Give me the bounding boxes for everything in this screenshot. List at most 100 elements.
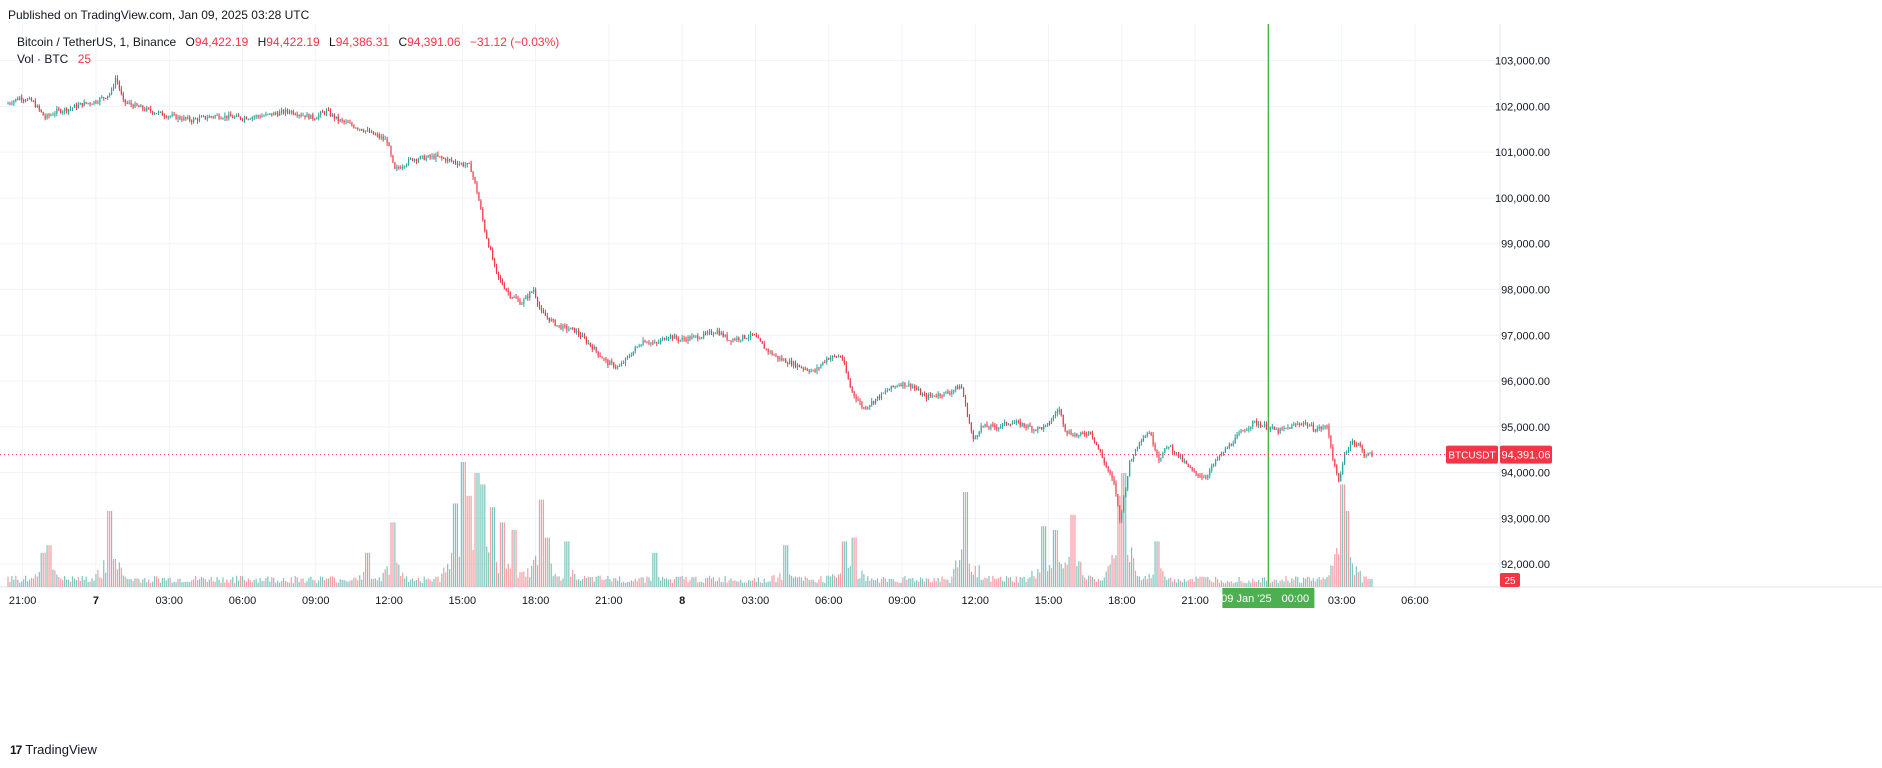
volume-bar [1371,578,1373,587]
candle-body [427,155,429,158]
volume-bar [50,545,52,587]
candle-body [208,116,210,118]
volume-bar [978,565,980,587]
volume-bar [427,578,429,587]
candle-body [212,116,214,118]
volume-bar [591,576,593,587]
candle-body [1246,429,1248,432]
volume-bar [372,578,375,587]
candle-body [347,121,349,123]
volume-bar [1066,564,1068,587]
candle-body [660,339,662,343]
volume-bar [720,581,722,587]
candle-body [511,297,513,299]
volume-bar [52,569,54,587]
volume-bar [876,578,879,587]
volume-bar [619,576,621,587]
volume-bar [333,577,335,587]
volume-bar [908,578,910,587]
candle-body [359,128,361,130]
volume-bar [1111,554,1113,587]
candle-body [1197,473,1199,476]
volume-bar [648,577,650,587]
candle-body [1185,461,1187,464]
candle-body [384,138,386,140]
volume-bar [177,578,179,587]
volume-bar [812,579,814,587]
volume-bar [161,578,163,587]
candle-body [900,384,902,386]
footer-brand[interactable]: 17 TradingView [10,742,97,757]
candle-body [1191,467,1193,471]
candle-body [1015,421,1017,423]
volume-bar [243,579,246,587]
candle-body [937,393,939,397]
volume-bar [77,577,79,587]
candle-body [310,114,312,119]
volume-bar [536,565,539,587]
volume-bar [714,581,716,587]
volume-bar [695,576,697,587]
candle-body [157,111,160,114]
volume-bar [900,582,902,587]
candle-body [675,335,677,339]
candle-body [1072,434,1074,437]
chart-area[interactable]: BTCUSDT 94,391.06 25 09 Jan '25 00:00 92,000… [0,24,1882,736]
volume-bar [755,581,758,587]
candle-body [490,247,492,250]
volume-bar [1007,577,1010,587]
volume-bar [99,577,101,587]
volume-bar [1132,558,1135,587]
candle-body [882,392,885,394]
volume-bar [1365,576,1367,587]
last-price-tag-label: 94,391.06 [1502,450,1551,462]
candle-body [613,362,615,368]
candle-body [595,347,597,352]
volume-bar [843,541,845,587]
candle-body [474,177,476,183]
volume-bar [1134,570,1137,587]
candle-body [1230,444,1232,446]
volume-bar [204,579,206,587]
candle-body [535,289,537,298]
volume-bar [579,580,582,587]
candle-body [204,115,206,119]
volume-bar [255,578,257,587]
candle-body [529,292,531,299]
candle-body [226,115,228,119]
chart-grid [0,24,1882,588]
volume-bar [818,579,820,587]
volume-bar [841,541,843,587]
volume-bar [1003,581,1006,587]
candle-body [73,104,76,108]
chart-legend: Bitcoin / TetherUS, 1, Binance O94,422.1… [17,34,559,68]
volume-bar [1091,577,1094,587]
candle-body [93,101,95,105]
candle-body [183,117,185,121]
x-tick-label: 7 [93,595,99,607]
candle-body [1371,452,1373,457]
volume-bar [417,577,419,587]
candle-body [1242,430,1244,432]
candle-body [136,103,138,106]
volume-bar [23,579,25,587]
volume-bar [572,569,574,587]
volume-bar [269,581,271,587]
candle-body [509,292,511,298]
volume-bar [667,579,670,587]
volume-bar [1291,578,1293,587]
volume-bar [800,577,802,587]
candle-body [19,97,21,100]
candle-body [269,113,271,115]
volume-bar [1103,577,1105,587]
candle-body [236,115,238,117]
candle-body [1177,452,1180,458]
candle-body [1259,424,1262,427]
candle-body [726,334,728,341]
candle-body [21,97,23,100]
candle-body [949,393,951,395]
volume-bar [198,579,201,587]
price-chart[interactable]: BTCUSDT 94,391.06 25 09 Jan '25 00:00 92,000… [0,24,1882,736]
candle-body [579,334,582,337]
candle-body [777,355,779,360]
